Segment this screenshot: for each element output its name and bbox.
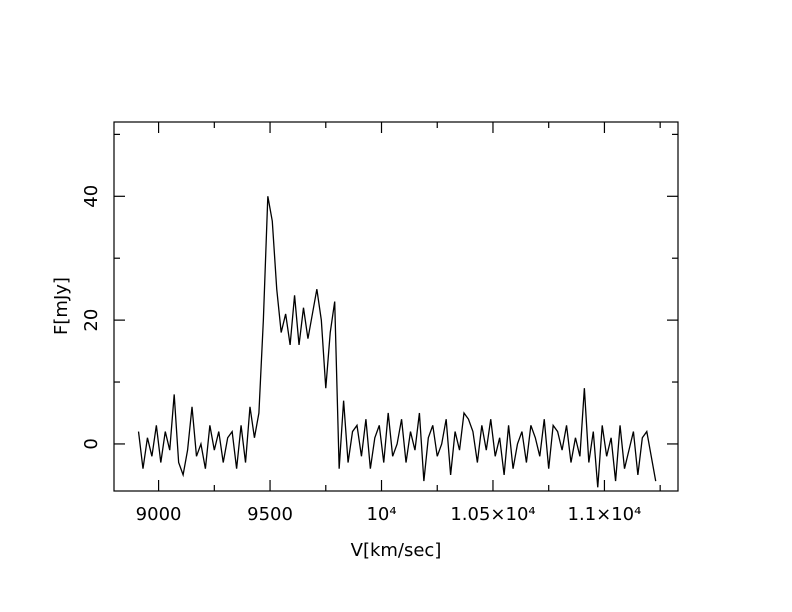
y-axis-label: F[mJy] bbox=[51, 277, 72, 335]
x-tick-label: 9000 bbox=[136, 504, 182, 525]
plot-frame bbox=[113, 121, 679, 492]
spectrum-line bbox=[137, 196, 657, 488]
x-tick-label: 1.1×10⁴ bbox=[568, 504, 642, 525]
x-axis-label: V[km/sec] bbox=[351, 540, 442, 561]
x-tick-label: 10⁴ bbox=[366, 504, 396, 525]
x-tick-label: 1.05×10⁴ bbox=[450, 504, 535, 525]
x-tick-label: 9500 bbox=[247, 504, 293, 525]
y-tick-label: 40 bbox=[81, 185, 102, 208]
y-tick-label: 0 bbox=[81, 438, 102, 449]
y-tick-label: 20 bbox=[81, 309, 102, 332]
